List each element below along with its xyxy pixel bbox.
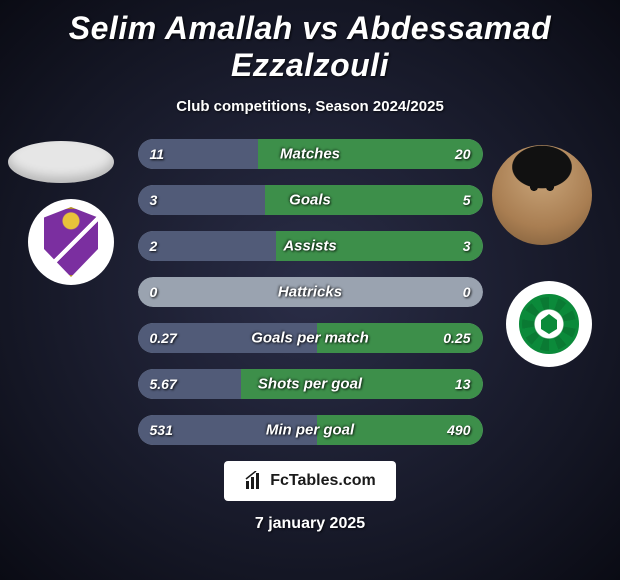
betis-crest-icon (519, 294, 579, 354)
bars-icon (244, 471, 264, 491)
stat-row: 531490Min per goal (138, 415, 483, 445)
stat-label: Hattricks (138, 284, 483, 301)
comparison-subtitle: Club competitions, Season 2024/2025 (0, 98, 620, 115)
stat-label: Goals (138, 192, 483, 209)
player-left-avatar (8, 141, 114, 183)
stat-row: 0.270.25Goals per match (138, 323, 483, 353)
valladolid-crest-icon (41, 207, 101, 277)
stat-bars-container: 1120Matches 35Goals 23Assists 00Hattricks 0.… (138, 139, 483, 445)
fctables-logo: FcTables.com (224, 461, 396, 501)
player-right-avatar (492, 145, 592, 245)
stat-row: 00Hattricks (138, 277, 483, 307)
stat-label: Min per goal (138, 422, 483, 439)
stat-label: Assists (138, 238, 483, 255)
club-right-badge (506, 281, 592, 367)
stat-row: 23Assists (138, 231, 483, 261)
comparison-date: 7 january 2025 (0, 515, 620, 533)
stat-label: Shots per goal (138, 376, 483, 393)
stat-row: 5.6713Shots per goal (138, 369, 483, 399)
stat-row: 1120Matches (138, 139, 483, 169)
stat-label: Matches (138, 146, 483, 163)
club-left-badge (28, 199, 114, 285)
comparison-title: Selim Amallah vs Abdessamad Ezzalzouli (0, 0, 620, 84)
stat-row: 35Goals (138, 185, 483, 215)
content-area: 1120Matches 35Goals 23Assists 00Hattricks 0.… (0, 139, 620, 533)
logo-text: FcTables.com (270, 472, 376, 490)
stat-label: Goals per match (138, 330, 483, 347)
